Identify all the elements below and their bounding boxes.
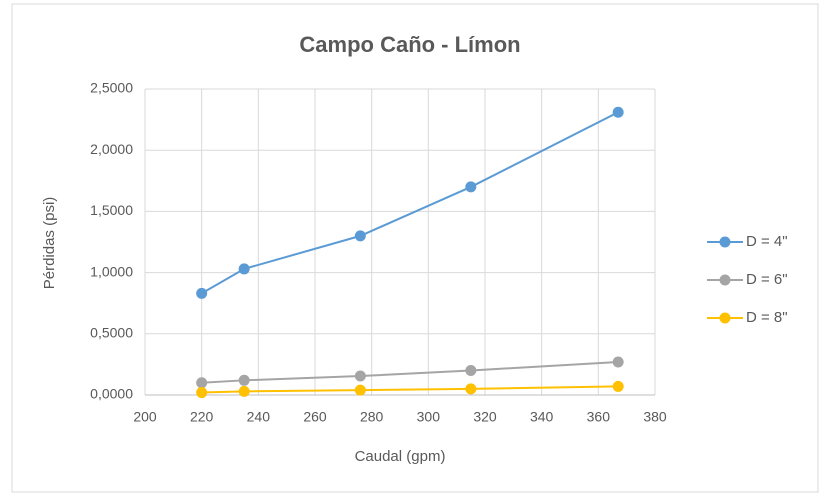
data-point <box>612 380 624 392</box>
x-tick-label: 240 <box>247 409 271 425</box>
y-tick-label: 1,0000 <box>90 263 133 279</box>
data-point <box>612 356 624 368</box>
x-axis-label: Caudal (gpm) <box>355 448 446 465</box>
x-tick-label: 360 <box>587 409 611 425</box>
legend-marker <box>719 236 731 248</box>
y-tick-label: 2,0000 <box>90 141 133 157</box>
y-tick-label: 0,5000 <box>90 325 133 341</box>
data-point <box>196 387 208 399</box>
y-tick-label: 1,5000 <box>90 202 133 218</box>
y-tick-label: 0,0000 <box>90 386 133 402</box>
legend-label: D = 4" <box>746 233 788 250</box>
x-tick-label: 220 <box>190 409 214 425</box>
x-tick-label: 280 <box>360 409 384 425</box>
chart-title: Campo Caño - Límon <box>299 32 520 57</box>
data-point <box>238 385 250 397</box>
legend-label: D = 6" <box>746 271 788 288</box>
legend-label: D = 8" <box>746 309 788 326</box>
data-point <box>612 106 624 118</box>
data-point <box>196 287 208 299</box>
x-tick-label: 260 <box>303 409 327 425</box>
x-tick-label: 300 <box>417 409 441 425</box>
data-point <box>238 374 250 386</box>
legend-marker <box>719 274 731 286</box>
x-tick-label: 380 <box>643 409 667 425</box>
data-point <box>196 377 208 389</box>
data-point <box>354 230 366 242</box>
data-point <box>238 263 250 275</box>
data-point <box>465 365 477 377</box>
data-point <box>354 370 366 382</box>
data-point <box>354 384 366 396</box>
x-tick-label: 340 <box>530 409 554 425</box>
x-tick-label: 320 <box>473 409 497 425</box>
x-tick-label: 200 <box>133 409 157 425</box>
legend-marker <box>719 312 731 324</box>
chart-border <box>11 3 819 493</box>
y-tick-label: 2,5000 <box>90 80 133 96</box>
y-axis-label: Pérdidas (psi) <box>41 197 58 290</box>
data-point <box>465 383 477 395</box>
data-point <box>465 181 477 193</box>
